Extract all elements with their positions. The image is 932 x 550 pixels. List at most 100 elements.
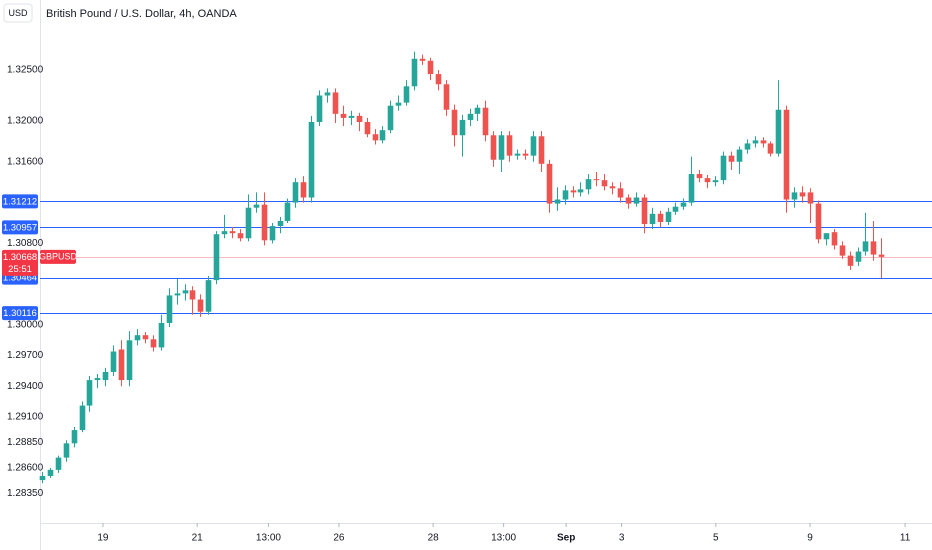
candle-body [490,135,497,160]
countdown-label: 25:51 [8,264,32,275]
candle-body [546,163,553,204]
candle-body [316,95,323,123]
level-label: 1.30464 [3,273,37,284]
candle-body [142,335,149,340]
candle-body [554,199,561,204]
x-tick-label: 11 [900,533,911,544]
currency-button[interactable] [3,3,33,23]
candle-body [284,202,291,221]
candle-body [831,232,838,246]
candle-body [379,130,386,141]
candle-body [815,203,822,240]
candle-body [79,405,86,431]
candle-body [102,371,109,381]
candle-body [395,102,402,106]
candle-body [783,109,790,200]
candle-body [245,207,252,239]
candle-body [760,140,767,144]
currency-label: USD [8,8,28,18]
candle-body [253,204,260,208]
candle-body [55,457,62,470]
level-label: 1.30957 [3,222,37,233]
candle-body [767,143,774,154]
candle-body [625,197,632,204]
candle-body [855,251,862,262]
x-tick-label: 13:00 [256,533,281,544]
candle-body [419,58,426,61]
y-tick-label: 1.28350 [7,488,44,499]
candle-body [348,115,355,118]
candle-body [427,60,434,75]
candle-body [649,213,656,225]
candle-body [609,186,616,189]
last-price-box [2,249,38,276]
candle-body [269,226,276,241]
candle-body [63,443,70,458]
candle-body [158,322,165,348]
candle-body [261,204,268,241]
candle-body [498,135,505,160]
candle-body [474,107,481,114]
candle-body [292,182,299,203]
candle-body [118,349,125,381]
candle-body [601,180,608,187]
symbol-label: GBPUSD [39,252,78,262]
candle-body [657,213,664,222]
candle-body [728,155,735,162]
y-tick-label: 1.31600 [7,156,44,167]
x-tick-label: 26 [333,533,345,544]
candle-body [870,241,877,255]
candle-body [411,58,418,87]
candle-body [71,430,78,444]
candle-body [205,280,212,312]
x-tick-label: 9 [807,533,813,544]
y-tick-label: 1.28850 [7,437,44,448]
candle-body [720,155,727,181]
level-label: 1.30116 [3,308,37,319]
candle-body [94,378,101,381]
level-label-box [2,194,38,209]
candle-body [680,202,687,207]
candle-body [110,351,117,372]
candle-body [538,136,545,164]
level-label-box [2,306,38,321]
y-tick-label: 1.29100 [7,411,44,422]
candle-body [324,92,331,96]
candle-body [752,140,759,144]
x-tick-label: Sep [557,533,575,544]
candle-body [823,233,830,240]
candle-body [736,149,743,162]
y-tick-label: 1.30000 [7,320,44,331]
candle-body [665,211,672,222]
x-tick-label: 5 [713,533,719,544]
candle-body [213,234,220,281]
candle-body [799,192,806,197]
candle-body [839,245,846,256]
candle-body [688,174,695,203]
candle-body [300,182,307,198]
candle-body [182,290,189,294]
candle-body [744,143,751,150]
candle-body [277,220,284,227]
candle-body [166,295,173,323]
candle-body [775,109,782,154]
level-label-box [2,220,38,235]
candle-body [229,231,236,234]
last-price-label: 1.30668 [3,252,37,263]
candle-body [332,92,339,114]
candle-body [356,115,363,123]
candle-body [47,469,54,476]
candle-body [197,299,204,312]
symbol-tag [40,249,76,264]
candle-body [672,206,679,212]
candle-body [459,119,466,136]
candle-body [696,174,703,179]
candle-body [467,113,474,120]
candle-body [340,113,347,118]
level-label: 1.31212 [3,196,37,207]
x-tick-label: 3 [619,533,625,544]
candle-body [878,254,885,257]
candle-body [593,179,600,181]
candle-body [189,290,196,300]
